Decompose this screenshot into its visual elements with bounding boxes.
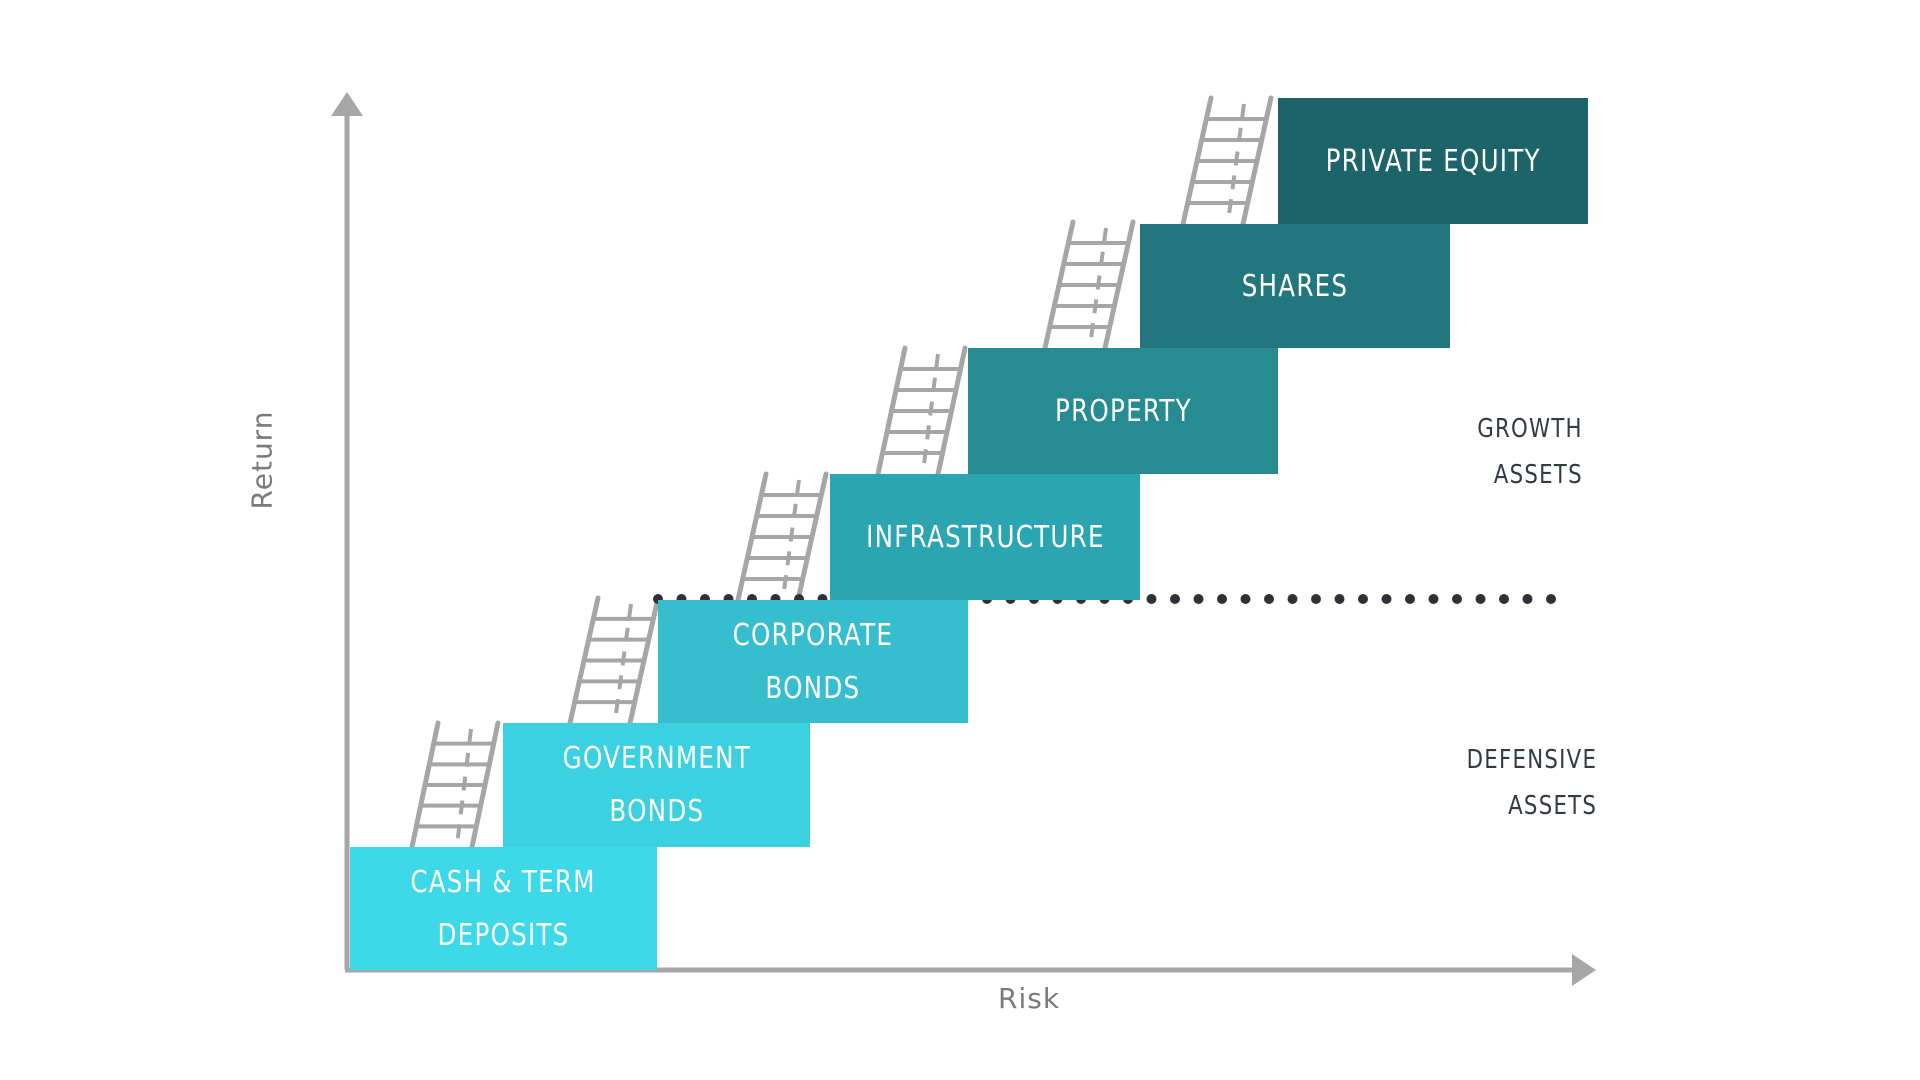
divider-dot	[1170, 594, 1180, 604]
step-label-line: DEPOSITS	[437, 917, 570, 953]
step-label-line: GOVERNMENT	[562, 741, 751, 776]
y-axis-arrow-icon	[331, 92, 363, 116]
growth-assets-label: GROWTH ASSETS	[1477, 414, 1583, 490]
x-axis-label: Risk	[998, 982, 1061, 1015]
step-box-corporate-bonds: CORPORATE BONDS	[658, 600, 968, 723]
divider-dot	[1452, 594, 1462, 604]
divider-dot	[1311, 594, 1321, 604]
step-box-cash-term-deposits: CASH & TERM DEPOSITS	[350, 847, 657, 970]
step-label-line: BONDS	[609, 794, 704, 829]
step-box-shares: SHARES	[1140, 224, 1450, 348]
divider-dot	[1522, 594, 1533, 604]
ladder-icon	[567, 595, 661, 726]
y-axis-label: Return	[245, 410, 279, 510]
divider-dot	[1193, 594, 1204, 604]
divider-dot	[1358, 594, 1368, 604]
ladder-icon	[409, 720, 501, 850]
step-label-government-bonds: GOVERNMENT BONDS	[503, 723, 810, 847]
step-label-private-equity: PRIVATE EQUITY	[1278, 98, 1588, 224]
ladder-icon	[875, 345, 968, 477]
step-box-property: PROPERTY	[968, 348, 1278, 474]
step-label-line: SHARES	[1241, 268, 1349, 304]
ladder-icon	[1042, 219, 1136, 351]
step-box-private-equity: PRIVATE EQUITY	[1278, 98, 1588, 224]
axes	[331, 92, 1596, 986]
step-label-corporate-bonds: CORPORATE BONDS	[658, 600, 968, 723]
divider-dot	[1546, 594, 1556, 604]
divider-dot	[1264, 594, 1274, 604]
step-label-line: INFRASTRUCTURE	[865, 519, 1105, 555]
divider-dot	[1217, 594, 1227, 604]
divider-dot	[1334, 594, 1345, 604]
step-box-infrastructure: INFRASTRUCTURE	[830, 474, 1140, 600]
divider-dot	[1499, 594, 1509, 604]
divider-dot	[1146, 594, 1157, 604]
ladders	[409, 95, 1274, 850]
divider-dot	[1475, 594, 1486, 604]
x-axis-arrow-icon	[1572, 954, 1596, 986]
step-label-infrastructure: INFRASTRUCTURE	[830, 474, 1140, 600]
ladder-icon	[735, 471, 829, 603]
step-label-line: CORPORATE	[732, 617, 894, 653]
ladder-icon	[1180, 95, 1274, 227]
step-label-line: PRIVATE EQUITY	[1325, 143, 1541, 179]
step-label-cash-term-deposits: CASH & TERM DEPOSITS	[350, 847, 657, 970]
divider-dot	[1405, 594, 1415, 604]
divider-dot	[1240, 594, 1251, 604]
divider-dot	[1381, 594, 1392, 604]
step-label-shares: SHARES	[1140, 224, 1450, 348]
step-box-government-bonds: GOVERNMENT BONDS	[503, 723, 810, 847]
step-label-line: CASH & TERM	[410, 864, 597, 900]
divider-dot	[1287, 594, 1298, 604]
defensive-assets-label: DEFENSIVE ASSETS	[1466, 745, 1597, 821]
divider-dot	[1428, 594, 1439, 604]
step-label-line: PROPERTY	[1054, 393, 1192, 429]
step-label-line: BONDS	[765, 670, 861, 706]
step-label-property: PROPERTY	[968, 348, 1278, 474]
